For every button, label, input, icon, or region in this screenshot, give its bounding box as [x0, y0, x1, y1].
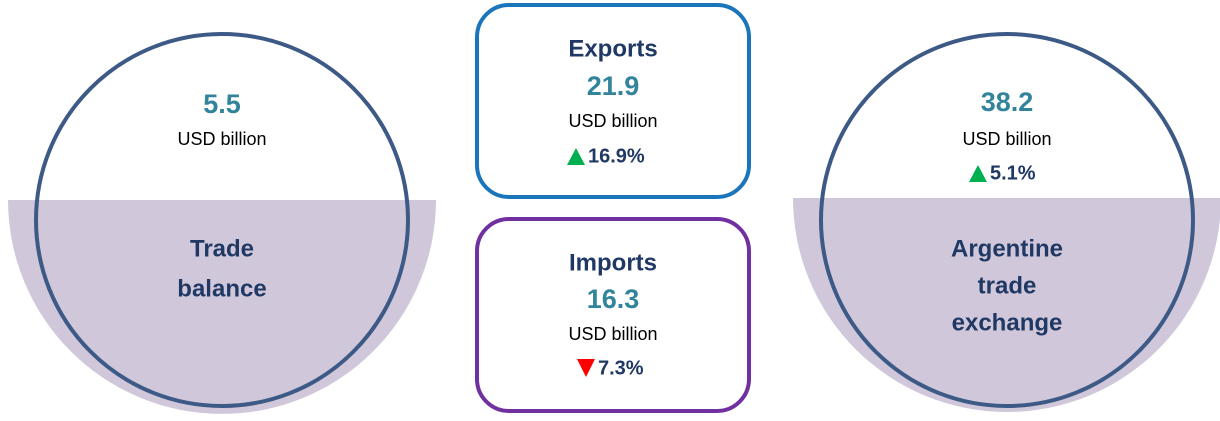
value: 5.5 [203, 89, 241, 119]
title: Imports [569, 249, 657, 276]
exports-box [475, 3, 751, 199]
unit: USD billion [962, 129, 1051, 149]
up-arrow [567, 148, 585, 165]
value: 21.9 [587, 71, 640, 101]
circle-outline [34, 32, 410, 408]
label: exchange [952, 309, 1063, 336]
change: 7.3% [598, 357, 644, 379]
half-disc [8, 200, 436, 414]
label: Argentine [951, 235, 1063, 262]
value: 16.3 [587, 284, 640, 314]
value: 38.2 [981, 87, 1034, 117]
half-disc [793, 198, 1220, 412]
up-arrow [969, 165, 987, 182]
unit: USD billion [568, 111, 657, 131]
label: balance [177, 275, 266, 302]
unit: USD billion [568, 324, 657, 344]
unit: USD billion [177, 129, 266, 149]
imports-box [475, 217, 751, 413]
label: trade [978, 272, 1037, 299]
change: 16.9% [588, 145, 645, 167]
title: Exports [568, 35, 657, 62]
circle-outline [819, 32, 1195, 408]
down-arrow [577, 359, 595, 377]
change: 5.1% [990, 162, 1036, 184]
label: Trade [190, 235, 254, 262]
